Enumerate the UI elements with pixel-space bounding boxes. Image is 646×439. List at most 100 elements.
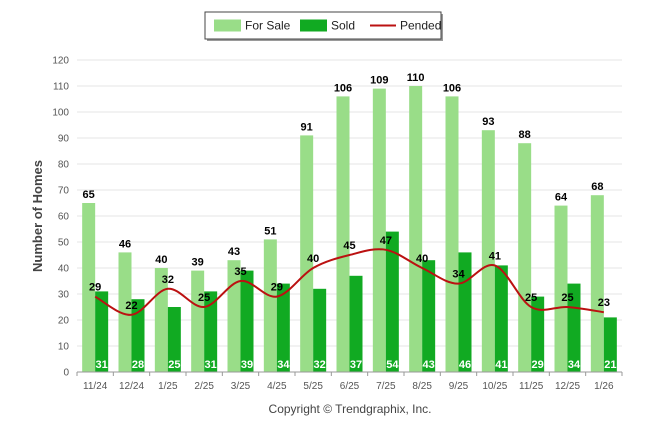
for-sale-value-label: 88 [519, 129, 531, 141]
x-tick-label: 11/24 [83, 381, 108, 392]
for-sale-bar [481, 130, 495, 372]
sold-value-label: 25 [168, 359, 180, 371]
sold-value-label: 34 [568, 359, 581, 371]
x-tick-label: 1/25 [158, 381, 178, 392]
for-sale-bar [554, 205, 568, 372]
x-tick-label: 2/25 [194, 381, 214, 392]
sold-bar [349, 275, 363, 372]
axes: 0 10 20 30 40 50 60 70 80 90 100 110 120 11/24 12/24 1/… [52, 56, 623, 392]
sold-bar [95, 291, 109, 372]
y-tick-label: 60 [58, 212, 70, 223]
y-tick-label: 50 [58, 238, 70, 249]
pended-value-label: 34 [452, 269, 465, 281]
pended-value-label: 35 [234, 266, 246, 278]
sold-value-label: 41 [495, 359, 507, 371]
x-tick-label: 6/25 [340, 381, 360, 392]
for-sale-bar [518, 143, 532, 372]
y-tick-label: 120 [52, 56, 69, 67]
sold-value-label: 34 [277, 359, 290, 371]
for-sale-bar [445, 96, 459, 373]
sold-value-label: 46 [459, 359, 471, 371]
y-axis-label: Number of Homes [30, 160, 45, 272]
sold-bar [422, 260, 436, 372]
for-sale-value-label: 109 [370, 75, 388, 87]
for-sale-bar [372, 88, 386, 372]
pended-value-label: 40 [416, 253, 428, 265]
for-sale-value-label: 40 [155, 254, 167, 266]
sold-value-label: 31 [96, 359, 108, 371]
for-sale-value-label: 91 [301, 121, 313, 133]
legend-swatch-for-sale [214, 19, 241, 32]
pended-value-label: 29 [271, 282, 283, 294]
sold-value-label: 54 [386, 359, 399, 371]
x-tick-label: 1/26 [594, 381, 614, 392]
y-tick-label: 110 [53, 82, 69, 93]
pended-value-label: 29 [89, 282, 101, 294]
pended-line [94, 248, 604, 316]
pended-value-label: 25 [561, 292, 573, 304]
for-sale-bar [263, 239, 277, 372]
sold-bar [167, 307, 181, 372]
sold-bar [567, 283, 581, 372]
legend-label-for-sale: For Sale [245, 19, 291, 33]
for-sale-value-label: 64 [555, 192, 568, 204]
pended-value-label: 25 [525, 292, 537, 304]
y-tick-label: 70 [58, 186, 70, 197]
for-sale-value-label: 106 [443, 82, 461, 94]
x-tick-label: 8/25 [412, 381, 432, 392]
pended-value-label: 40 [307, 253, 319, 265]
y-tick-label: 10 [58, 342, 70, 353]
x-tick-label: 11/25 [519, 381, 544, 392]
sold-bar [131, 299, 145, 372]
data-labels: 65 46 40 39 43 51 91 106 109 110 106 93 88 64 68 29 22 32… [83, 72, 617, 371]
sold-value-label: 31 [205, 359, 217, 371]
pended-value-label: 41 [489, 250, 501, 262]
for-sale-value-label: 65 [83, 189, 95, 201]
x-tick-label: 3/25 [231, 381, 251, 392]
x-tick-label: 10/25 [482, 381, 507, 392]
for-sale-value-label: 110 [407, 72, 425, 84]
x-tick-label: 9/25 [449, 381, 469, 392]
for-sale-value-label: 39 [192, 257, 204, 269]
pended-value-label: 25 [198, 292, 210, 304]
y-tick-label: 90 [58, 134, 70, 145]
legend-swatch-sold [300, 19, 327, 32]
for-sale-value-label: 43 [228, 246, 240, 258]
y-tick-label: 80 [58, 160, 70, 171]
y-tick-label: 40 [58, 264, 70, 275]
for-sale-bar [590, 195, 604, 372]
for-sale-bar [409, 86, 423, 372]
sold-bar [494, 265, 508, 372]
pended-value-label: 45 [343, 240, 355, 252]
for-sale-bar [336, 96, 350, 373]
sold-bar [240, 270, 254, 372]
pended-value-label: 32 [162, 274, 174, 286]
for-sale-bar [227, 260, 241, 372]
pended-value-label: 22 [125, 300, 137, 312]
sold-bar [531, 296, 545, 372]
bars [82, 86, 617, 373]
x-tick-label: 7/25 [376, 381, 396, 392]
sold-value-label: 29 [532, 359, 544, 371]
for-sale-value-label: 46 [119, 238, 131, 250]
y-tick-label: 20 [58, 316, 70, 327]
sold-value-label: 37 [350, 359, 362, 371]
legend-label-sold: Sold [331, 19, 355, 33]
copyright-text: Copyright © Trendgraphix, Inc. [269, 402, 432, 416]
legend-label-pended: Pended [400, 19, 441, 33]
for-sale-bar [300, 135, 314, 372]
for-sale-bar [118, 252, 132, 372]
sold-bar [276, 283, 290, 372]
for-sale-bar [191, 270, 205, 372]
legend: For Sale Sold Pended [204, 11, 443, 41]
x-tick-label: 5/25 [303, 381, 323, 392]
sold-bar [603, 317, 617, 372]
pended-value-label: 23 [598, 297, 610, 309]
for-sale-value-label: 51 [264, 225, 276, 237]
sold-bar [204, 291, 218, 372]
sold-bar [385, 231, 399, 372]
y-tick-label: 30 [58, 290, 70, 301]
for-sale-bar [82, 203, 96, 372]
